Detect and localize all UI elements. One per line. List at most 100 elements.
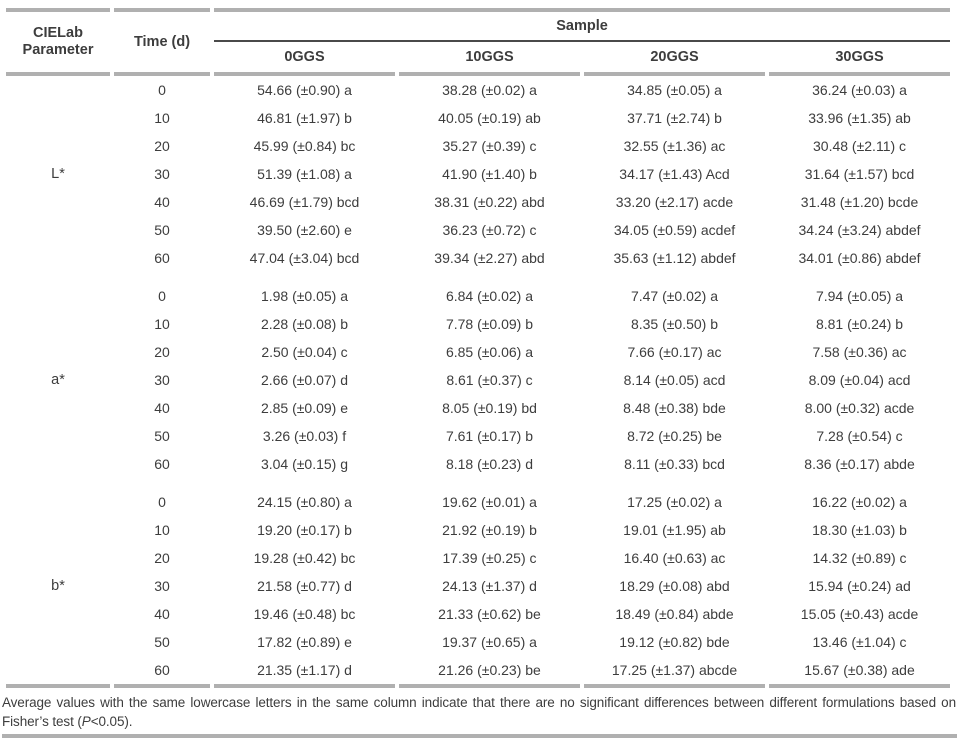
measurement-value: 17.25 (±0.02) a xyxy=(627,494,722,510)
measurement-value: 54.66 (±0.90) a xyxy=(257,82,352,98)
measurement-value: 7.78 (±0.09) b xyxy=(445,316,534,332)
measurement-value: 41.90 (±1.40) b xyxy=(442,166,537,182)
footnote-text-after: <0.05). xyxy=(90,714,133,729)
table-row: 10 46.81 (±1.97) b 40.05 (±0.19) ab 37.71 (… xyxy=(6,104,950,132)
measurement-value: 36.23 (±0.72) c xyxy=(442,222,537,238)
measurement-value: 8.48 (±0.38) bde xyxy=(623,400,726,416)
measurement-value: 19.62 (±0.01) a xyxy=(442,494,537,510)
measurement-value: 19.20 (±0.17) b xyxy=(257,522,352,538)
measurement-value: 17.25 (±1.37) abcde xyxy=(584,656,765,688)
measurement-value: 24.13 (±1.37) d xyxy=(442,578,537,594)
measurement-value: 2.50 (±0.04) c xyxy=(261,344,348,360)
measurement-value: 8.72 (±0.25) be xyxy=(627,428,722,444)
measurement-value: 19.37 (±0.65) a xyxy=(442,634,537,650)
measurement-value: 46.69 (±1.79) bcd xyxy=(249,194,360,210)
measurement-value: 39.34 (±2.27) abd xyxy=(434,250,545,266)
table-row: 20 45.99 (±0.84) bc 35.27 (±0.39) c 32.55 (… xyxy=(6,132,950,160)
measurement-value: 21.58 (±0.77) d xyxy=(257,578,352,594)
parameter-label: a* xyxy=(51,372,65,388)
table-row: 50 3.26 (±0.03) f 7.61 (±0.17) b 8.72 (±0.2… xyxy=(6,422,950,450)
column-header-10ggs: 10GGS xyxy=(399,42,580,76)
measurement-value: 6.84 (±0.02) a xyxy=(445,288,534,304)
measurement-value: 15.94 (±0.24) ad xyxy=(808,578,911,594)
measurement-value: 21.35 (±1.17) d xyxy=(214,656,395,688)
time-value: 10 xyxy=(154,522,170,538)
column-header-time: Time (d) xyxy=(114,8,210,76)
table-row: 30 21.58 (±0.77) d 24.13 (±1.37) d 18.29 (±… xyxy=(6,572,950,600)
measurement-value: 19.28 (±0.42) bc xyxy=(253,550,356,566)
measurement-value: 7.28 (±0.54) c xyxy=(816,428,903,444)
measurement-value: 34.17 (±1.43) Acd xyxy=(619,166,730,182)
measurement-value: 7.47 (±0.02) a xyxy=(630,288,719,304)
measurement-value: 7.94 (±0.05) a xyxy=(815,288,904,304)
time-value: 60 xyxy=(114,656,210,688)
column-header-sample-group: Sample xyxy=(214,8,951,42)
table-row: 50 17.82 (±0.89) e 19.37 (±0.65) a 19.12 (±… xyxy=(6,628,950,656)
measurement-value: 8.18 (±0.23) d xyxy=(445,456,534,472)
time-value: 30 xyxy=(154,578,170,594)
measurement-value: 8.00 (±0.32) acde xyxy=(804,400,915,416)
table-row: a* 0 1.98 (±0.05) a 6.84 (±0.02) a 7.47 (±0.… xyxy=(6,272,950,388)
measurement-value: 3.04 (±0.15) g xyxy=(260,456,349,472)
column-header-30ggs: 30GGS xyxy=(769,42,951,76)
measurement-value: 35.27 (±0.39) c xyxy=(442,138,537,154)
header-row-top: CIELab Parameter Time (d) Sample xyxy=(6,8,951,76)
table-row: 40 19.46 (±0.48) bc 21.33 (±0.62) be 18.49 … xyxy=(6,600,950,628)
measurement-value: 24.15 (±0.80) a xyxy=(257,494,352,510)
measurement-value: 3.26 (±0.03) f xyxy=(262,428,347,444)
measurement-value: 40.05 (±0.19) ab xyxy=(438,110,541,126)
measurement-value: 33.20 (±2.17) acde xyxy=(615,194,734,210)
time-value: 60 xyxy=(154,456,170,472)
measurement-value: 17.39 (±0.25) c xyxy=(442,550,537,566)
measurement-value: 8.05 (±0.19) bd xyxy=(442,400,537,416)
measurement-value: 8.11 (±0.33) bcd xyxy=(624,456,725,472)
measurement-value: 21.33 (±0.62) be xyxy=(438,606,541,622)
parameter-label: L* xyxy=(51,166,65,182)
measurement-value: 37.71 (±2.74) b xyxy=(627,110,722,126)
measurement-value: 21.92 (±0.19) b xyxy=(442,522,537,538)
time-value: 60 xyxy=(154,250,170,266)
table-row: 20 19.28 (±0.42) bc 17.39 (±0.25) c 16.40 (… xyxy=(6,544,950,572)
measurement-value: 7.61 (±0.17) b xyxy=(445,428,534,444)
table-row: 10 19.20 (±0.17) b 21.92 (±0.19) b 19.01 (±… xyxy=(6,516,950,544)
time-value: 20 xyxy=(154,550,170,566)
time-value: 40 xyxy=(154,606,170,622)
footnote-text-before: Average values with the same lowercase l… xyxy=(2,695,956,729)
time-value: 40 xyxy=(154,400,170,416)
measurement-value: 2.28 (±0.08) b xyxy=(260,316,349,332)
column-header-20ggs: 20GGS xyxy=(584,42,765,76)
time-value: 30 xyxy=(154,372,170,388)
cielab-table: CIELab Parameter Time (d) Sample 0GGS 10… xyxy=(2,8,954,688)
measurement-value: 13.46 (±1.04) c xyxy=(812,634,907,650)
measurement-value: 15.05 (±0.43) acde xyxy=(800,606,919,622)
table-row: b* 0 24.15 (±0.80) a 19.62 (±0.01) a 17.25 (… xyxy=(6,478,950,688)
table-row: 10 2.28 (±0.08) b 7.78 (±0.09) b 8.35 (±0.5… xyxy=(6,310,950,338)
measurement-value: 34.01 (±0.86) abdef xyxy=(798,250,921,266)
measurement-value: 19.01 (±1.95) ab xyxy=(623,522,726,538)
table-row: 30 51.39 (±1.08) a 41.90 (±1.40) b 34.17 (±… xyxy=(6,160,950,188)
measurement-value: 6.85 (±0.06) a xyxy=(445,344,534,360)
time-value: 0 xyxy=(158,288,166,304)
measurement-value: 8.36 (±0.17) abde xyxy=(804,456,915,472)
measurement-value: 18.49 (±0.84) abde xyxy=(615,606,734,622)
measurement-value: 46.81 (±1.97) b xyxy=(257,110,352,126)
measurement-value: 38.31 (±0.22) abd xyxy=(434,194,545,210)
time-value: 50 xyxy=(154,634,170,650)
table-row: 30 2.66 (±0.07) d 8.61 (±0.37) c 8.14 (±0.0… xyxy=(6,366,950,394)
measurement-value: 8.14 (±0.05) acd xyxy=(623,372,726,388)
column-header-parameter: CIELab Parameter xyxy=(6,8,110,76)
time-value: 0 xyxy=(158,494,166,510)
time-value: 20 xyxy=(154,138,170,154)
time-value: 30 xyxy=(154,166,170,182)
table-row: 50 39.50 (±2.60) e 36.23 (±0.72) c 34.05 (±… xyxy=(6,216,950,244)
measurement-value: 19.12 (±0.82) bde xyxy=(619,634,730,650)
table-body: L* 0 54.66 (±0.90) a 38.28 (±0.02) a 34.85 (… xyxy=(6,76,951,688)
measurement-value: 19.46 (±0.48) bc xyxy=(253,606,356,622)
measurement-value: 38.28 (±0.02) a xyxy=(442,82,537,98)
measurement-value: 36.24 (±0.03) a xyxy=(812,82,907,98)
table-row: 60 47.04 (±3.04) bcd 39.34 (±2.27) abd 35.6… xyxy=(6,244,950,272)
measurement-value: 1.98 (±0.05) a xyxy=(260,288,349,304)
measurement-value: 17.82 (±0.89) e xyxy=(257,634,352,650)
measurement-value: 14.32 (±0.89) c xyxy=(812,550,907,566)
